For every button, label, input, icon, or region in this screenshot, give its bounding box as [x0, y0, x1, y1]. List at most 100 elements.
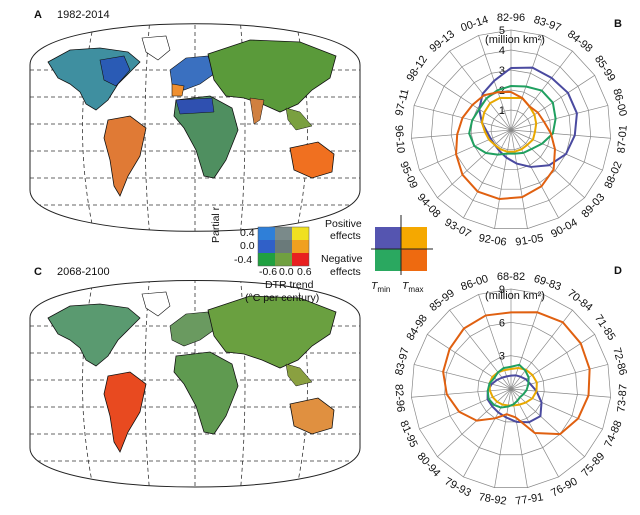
- radar-category-label: 86-00: [610, 87, 629, 117]
- radar-spoke: [478, 35, 512, 131]
- radar-series-neg-tmin: [468, 85, 557, 156]
- map-c-asia: [207, 295, 337, 369]
- map-c-south-america: [103, 371, 147, 453]
- radar-spoke: [413, 364, 512, 390]
- radar-spoke: [510, 364, 609, 390]
- legend-xlabel-2: (°C per century): [245, 292, 320, 304]
- map-c: [29, 280, 361, 488]
- radar-rtick-label: 1: [499, 105, 505, 117]
- radar-spoke: [449, 50, 512, 131]
- radar-unit-label: (million km²): [485, 290, 545, 302]
- legend-tmin-t: T: [371, 280, 378, 292]
- radar-spoke: [510, 129, 603, 171]
- radar-category-label: 88-02: [602, 160, 624, 191]
- radar-category-label: 77-91: [515, 491, 545, 507]
- effects-quadrant-legend: [371, 215, 433, 275]
- radar-category-label: 00-14: [459, 14, 490, 34]
- radar-category-label: 68-82: [497, 271, 525, 283]
- radar-category-label: 83-97: [532, 14, 563, 34]
- quad-neg-tmin: [375, 249, 401, 271]
- radar-category-label: 92-06: [478, 232, 508, 248]
- radar-spoke: [510, 129, 528, 229]
- radar-ring-2: [470, 89, 552, 170]
- radar-category-label: 80-94: [415, 450, 443, 479]
- radar-rtick-label: 3: [499, 65, 505, 77]
- radar-spoke: [449, 309, 512, 390]
- radar-series-pos-tmin: [478, 66, 578, 168]
- map-c-north-america: [47, 303, 141, 367]
- legend-cell-0-2: [292, 227, 309, 240]
- radar-rtick-label: 4: [499, 45, 505, 57]
- panel-c-period: 2068-2100: [57, 266, 110, 278]
- legend-tmax-sub: max: [408, 285, 424, 295]
- legend-negative-effects: effects: [330, 266, 361, 278]
- map-c-australia: [289, 397, 335, 435]
- legend-positive: Positive: [325, 218, 362, 230]
- radar-ring-3: [450, 69, 572, 190]
- radar-spoke: [510, 129, 559, 219]
- radar-series-neg-tmax: [455, 91, 556, 201]
- radar-category-label: 70-84: [565, 287, 595, 314]
- radar-category-label: 87-01: [616, 125, 630, 154]
- radar-category-label: 82-96: [392, 384, 406, 413]
- radar-spoke: [510, 294, 544, 390]
- legend-cell-1-1: [275, 240, 292, 253]
- radar-category-label: 78-92: [478, 491, 508, 507]
- legend-cell-1-0: [258, 240, 275, 253]
- radar-category-label: 94-08: [415, 191, 443, 220]
- legend-xtick-3: 0.6: [297, 266, 312, 278]
- radar-category-label: 75-89: [579, 450, 607, 479]
- legend-cell-0-1: [275, 227, 292, 240]
- radar-category-label: 81-95: [397, 419, 419, 450]
- map-a-india: [249, 97, 265, 125]
- legend-cell-1-2: [292, 240, 309, 253]
- radar-chart-d: 369(million km²)68-82 69-8370-8471-8572-8…: [392, 271, 630, 508]
- map-c-greenland: [141, 291, 171, 317]
- legend-ytick-2: 0.0: [240, 240, 255, 252]
- radar-spoke: [419, 388, 512, 430]
- quad-neg-tmax: [401, 249, 427, 271]
- legend-xtick-2: 0.0: [279, 266, 294, 278]
- map-a-greenland: [141, 35, 171, 61]
- radar-category-label: 91-05: [515, 232, 545, 248]
- radar-spoke: [463, 129, 512, 219]
- panel-a-label: A: [34, 9, 42, 21]
- legend-positive-effects: effects: [330, 230, 361, 242]
- radar-category-label: 85-99: [592, 54, 617, 84]
- panel-d-label: D: [614, 265, 622, 277]
- radar-ring-6: [444, 321, 578, 456]
- radar-rtick-label: 2: [499, 85, 505, 97]
- map-c-africa: [173, 351, 239, 435]
- legend-cell-2-1: [275, 253, 292, 266]
- map-a: [29, 23, 361, 232]
- radar-ring-9: [410, 288, 612, 488]
- panel-a-period: 1982-2014: [57, 9, 110, 21]
- map-a-iberia: [171, 83, 185, 97]
- quad-pos-tmin: [375, 227, 401, 249]
- radar-spoke: [427, 75, 512, 131]
- map-a-south-america: [103, 115, 147, 197]
- radar-category-label: 83-97: [393, 346, 412, 376]
- radar-spoke: [510, 388, 611, 398]
- map-a-africa-north: [175, 97, 215, 115]
- radar-category-label: 74-88: [602, 419, 624, 450]
- radar-spoke: [494, 129, 512, 229]
- radar-category-label: 72-86: [610, 346, 629, 376]
- radar-rtick-label: 6: [499, 317, 505, 329]
- radar-ring-3: [477, 355, 545, 423]
- radar-spoke: [510, 334, 595, 390]
- legend-cell-2-0: [258, 253, 275, 266]
- map-a-north-america-east: [99, 55, 131, 87]
- bivariate-legend-grid: [257, 226, 310, 267]
- radar-category-label: 96-10: [392, 125, 406, 154]
- radar-category-label: 84-98: [565, 28, 595, 55]
- radar-category-label: 93-07: [442, 217, 472, 241]
- radar-spoke: [510, 388, 603, 430]
- radar-category-label: 99-13: [427, 28, 457, 55]
- map-a-africa: [173, 95, 239, 179]
- panel-b-label: B: [614, 18, 622, 30]
- quad-pos-tmax: [401, 227, 427, 249]
- legend-ytick-3: -0.4: [234, 254, 253, 266]
